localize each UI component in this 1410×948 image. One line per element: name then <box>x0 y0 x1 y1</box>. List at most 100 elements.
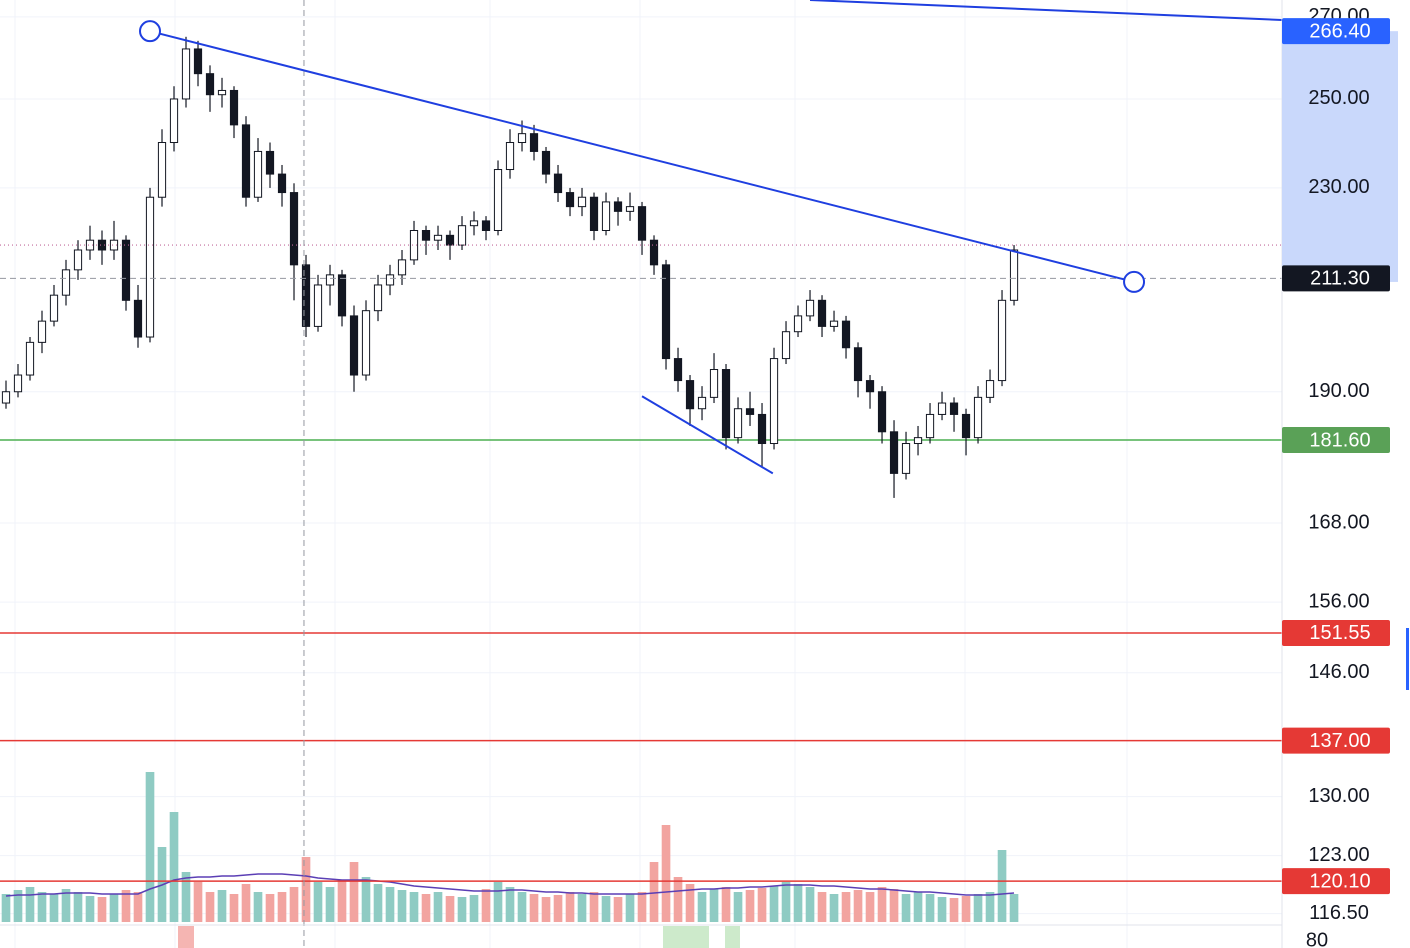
candle-body <box>277 173 287 194</box>
candle-body <box>253 150 263 198</box>
candle-body <box>925 413 935 439</box>
candle-body <box>721 369 731 439</box>
volume-bar <box>421 894 431 922</box>
volume-bar <box>673 877 683 922</box>
candle-body <box>913 437 923 445</box>
volume-bar <box>349 862 359 922</box>
candle-body <box>181 48 191 100</box>
candle-body <box>313 284 323 327</box>
volume-bar <box>193 882 203 922</box>
volume-bar <box>109 894 119 922</box>
candle-body <box>469 220 479 227</box>
y-tick-label: 156.00 <box>1308 590 1369 612</box>
candle-body <box>229 89 239 126</box>
volume-bar <box>637 892 647 922</box>
volume-bar <box>181 872 191 922</box>
y-tick-label: 146.00 <box>1308 661 1369 683</box>
candle-body <box>409 230 419 261</box>
candle-body <box>25 341 35 376</box>
candle-body <box>805 299 815 317</box>
volume-bar <box>373 884 383 922</box>
volume-bar <box>685 884 695 922</box>
volume-bar <box>745 890 755 922</box>
candle-body <box>205 73 215 96</box>
candle-body <box>901 443 911 474</box>
candle-body <box>637 206 647 241</box>
candle-body <box>649 239 659 266</box>
volume-bar <box>757 888 767 922</box>
candles <box>1 36 1019 498</box>
volume-bar <box>805 887 815 922</box>
volume-bar <box>949 898 959 922</box>
volume-bar <box>565 892 575 922</box>
candle-body <box>145 196 155 338</box>
volume-bar <box>937 897 947 922</box>
candle-body <box>937 402 947 415</box>
volume-bar <box>781 882 791 922</box>
volume-bar <box>529 894 539 922</box>
volume-bar <box>313 882 323 922</box>
volume-bar <box>49 894 59 922</box>
volume-bar <box>337 880 347 922</box>
candle-body <box>421 230 431 241</box>
y-tick-label: 116.50 <box>1309 902 1369 924</box>
y-tick-label: 250.00 <box>1308 87 1369 109</box>
candle-body <box>529 133 539 152</box>
candle-body <box>877 391 887 433</box>
lower-pane-tick-label: 80 <box>1306 929 1328 948</box>
event-marker <box>178 926 194 948</box>
candle-body <box>1009 249 1019 301</box>
candle-body <box>325 274 335 286</box>
volume-bar <box>721 887 731 922</box>
volume-bar <box>241 884 251 922</box>
candle-body <box>793 315 803 333</box>
candle-body <box>817 299 827 327</box>
candle-body <box>217 89 227 96</box>
volume-bar <box>553 895 563 922</box>
volume-bar <box>793 884 803 922</box>
candle-body <box>73 249 83 271</box>
volume-bar <box>961 896 971 922</box>
candle-body <box>973 396 983 439</box>
volume-bar <box>649 862 659 922</box>
volume-bar <box>829 894 839 922</box>
volume-bar <box>481 889 491 922</box>
candle-body <box>577 196 587 208</box>
candle-body <box>889 431 899 474</box>
volume-bar <box>145 772 155 922</box>
candle-body <box>769 358 779 445</box>
candle-body <box>661 264 671 360</box>
candle-body <box>97 239 107 251</box>
volume-bar <box>925 894 935 922</box>
volume-bar <box>469 895 479 922</box>
candle-body <box>745 408 755 415</box>
candle-body <box>301 264 311 327</box>
candle-body <box>61 269 71 296</box>
volume-bar <box>865 892 875 922</box>
volume-bar <box>433 892 443 922</box>
volume-bar <box>37 892 47 922</box>
candle-body <box>265 150 275 175</box>
vertical-grid <box>14 0 1128 948</box>
volume-bar <box>625 894 635 922</box>
candle-body <box>169 98 179 144</box>
price-label: 211.30 <box>1310 268 1370 290</box>
volume-bar <box>877 887 887 922</box>
volume-bar <box>661 825 671 922</box>
trend-line <box>809 0 1283 22</box>
trend-line <box>641 395 774 475</box>
volume-bar <box>457 897 467 922</box>
price-label-bg <box>1282 727 1390 754</box>
volume-bar <box>85 896 95 922</box>
candle-body <box>841 320 851 349</box>
volume-ma-line <box>5 873 1015 897</box>
candle-body <box>553 173 563 194</box>
candle-body <box>625 206 635 212</box>
volume-bar <box>73 892 83 922</box>
candle-body <box>481 220 491 232</box>
candle-body <box>37 320 47 343</box>
candle-body <box>433 234 443 241</box>
volume-bar <box>517 892 527 922</box>
volume-bar <box>913 892 923 922</box>
